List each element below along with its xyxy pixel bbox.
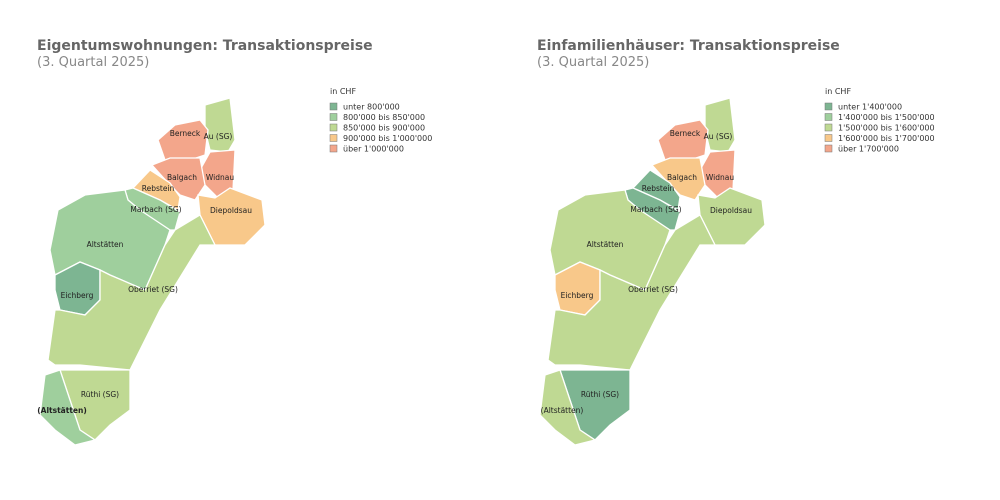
map: Einfamilienhäuser: Transaktionspreise(3.… [537, 38, 935, 446]
legend-swatch [824, 134, 833, 142]
region-label: Oberriet (SG) [128, 285, 178, 294]
region-label: Marbach (SG) [130, 205, 181, 214]
region-label: Widnau [206, 173, 234, 182]
legend-swatch [824, 144, 833, 153]
region-label: Balgach [667, 173, 697, 182]
region-label: Rüthi (SG) [81, 390, 119, 399]
region [704, 97, 736, 153]
region-label: Altstätten [587, 240, 624, 249]
legend-label: unter 1'400'000 [838, 103, 902, 112]
legend-swatch [824, 123, 833, 132]
legend-label: 850'000 bis 900'000 [343, 124, 425, 133]
map-subtitle: (3. Quartal 2025) [537, 55, 649, 70]
region-label: Rüthi (SG) [581, 390, 619, 399]
legend-label: über 1'700'000 [838, 145, 899, 154]
legend-label: 1'600'000 bis 1'700'000 [838, 134, 935, 143]
legend-label: 1'500'000 bis 1'600'000 [838, 124, 935, 133]
legend-title: in CHF [825, 87, 851, 96]
region-label: Oberriet (SG) [628, 285, 678, 294]
region [547, 214, 717, 371]
legend-title: in CHF [330, 87, 356, 96]
region-label: Altstätten [87, 240, 124, 249]
legend-label: 900'000 bis 1'000'000 [343, 134, 432, 143]
region-label: (Altstätten) [541, 406, 584, 415]
map-subtitle: (3. Quartal 2025) [37, 55, 149, 70]
legend-label: über 1'000'000 [343, 145, 404, 154]
map-title: Einfamilienhäuser: Transaktionspreise [537, 38, 840, 54]
region-label: Berneck [170, 129, 201, 138]
legend-swatch [824, 113, 833, 121]
region-label: Berneck [670, 129, 701, 138]
region [47, 214, 217, 371]
region-label: Eichberg [61, 291, 94, 300]
region [157, 119, 209, 161]
legend-swatch [824, 102, 833, 111]
region [657, 119, 709, 161]
region-label: Au (SG) [204, 132, 233, 141]
region-label: Rebstein [642, 184, 675, 193]
map: Eigentumswohnungen: Transaktionspreise(3… [37, 38, 432, 446]
legend-swatch [329, 102, 338, 111]
legend-label: 800'000 bis 850'000 [343, 113, 425, 122]
region-label: Diepoldsau [210, 206, 252, 215]
region-label: Widnau [706, 173, 734, 182]
legend-swatch [329, 134, 338, 142]
legend-label: unter 800'000 [343, 103, 400, 112]
region [39, 369, 97, 446]
legend-label: 1'400'000 bis 1'500'000 [838, 113, 935, 122]
region-label: Eichberg [561, 291, 594, 300]
region [204, 97, 236, 153]
legend-swatch [329, 113, 338, 121]
region [539, 369, 597, 446]
region-label: Diepoldsau [710, 206, 752, 215]
region-label: Balgach [167, 173, 197, 182]
region-label: (Altstätten) [37, 406, 87, 415]
region-label: Au (SG) [704, 132, 733, 141]
region-label: Rebstein [142, 184, 175, 193]
region-label: Marbach (SG) [630, 205, 681, 214]
legend-swatch [329, 144, 338, 153]
map-title: Eigentumswohnungen: Transaktionspreise [37, 38, 373, 54]
legend-swatch [329, 123, 338, 132]
